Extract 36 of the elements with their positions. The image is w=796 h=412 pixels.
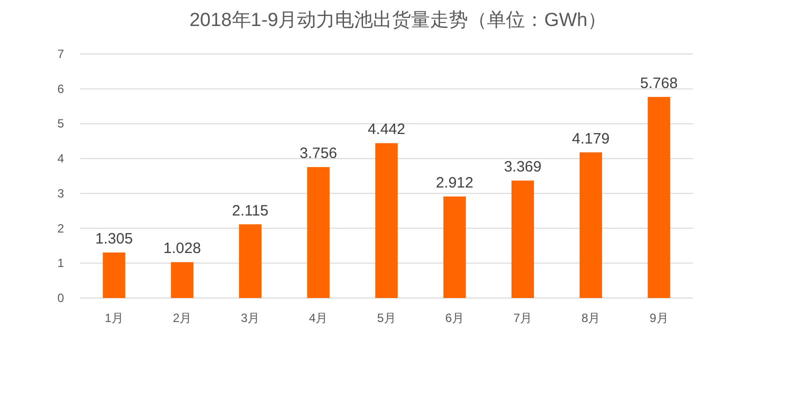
data-label: 4.442 (368, 121, 406, 138)
x-tick-label: 3月 (240, 311, 260, 325)
bar (511, 180, 534, 298)
y-tick-label: 5 (57, 116, 64, 131)
y-tick-label: 4 (57, 152, 64, 166)
chart-title: 2018年1-9月动力电池出货量走势（单位：GWh） (189, 10, 607, 31)
data-label: 4.179 (572, 130, 610, 148)
bar (239, 224, 262, 298)
data-label: 3.369 (504, 158, 542, 176)
x-tick-label: 4月 (309, 311, 328, 325)
y-tick-label: 6 (57, 82, 64, 96)
y-tick-label: 2 (57, 221, 64, 236)
data-label: 5.768 (640, 74, 678, 92)
y-tick-label: 0 (57, 291, 64, 305)
bar (443, 196, 466, 298)
bar (170, 262, 194, 298)
data-label: 2.912 (436, 174, 474, 192)
bar (580, 152, 602, 298)
data-label: 1.305 (95, 230, 133, 248)
bar (648, 96, 670, 298)
data-label: 3.756 (300, 145, 338, 162)
x-tick-label: 8月 (581, 311, 600, 325)
x-tick-label: 9月 (650, 311, 668, 325)
x-tick-label: 6月 (445, 311, 464, 325)
bar (102, 252, 126, 298)
x-tick-label: 5月 (377, 311, 396, 325)
bar (307, 167, 330, 298)
x-tick-label: 1月 (104, 311, 124, 325)
y-tick-label: 3 (57, 186, 64, 200)
bar (375, 143, 398, 298)
x-tick-label: 7月 (513, 311, 532, 325)
y-tick-label: 1 (57, 256, 64, 270)
x-tick-label: 2月 (172, 311, 192, 325)
data-label: 2.115 (232, 202, 268, 220)
y-tick-label: 7 (57, 47, 64, 61)
data-label: 1.028 (163, 240, 201, 258)
